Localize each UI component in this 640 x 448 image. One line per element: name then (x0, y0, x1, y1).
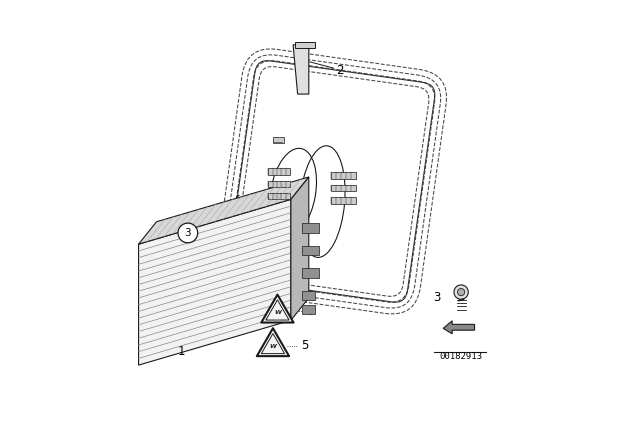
Bar (332, 197, 356, 204)
Text: 5: 5 (301, 339, 308, 353)
Bar (302, 223, 319, 233)
Text: 4: 4 (305, 305, 312, 318)
Polygon shape (261, 295, 294, 323)
Bar (302, 268, 319, 278)
Bar (273, 137, 284, 143)
Circle shape (454, 285, 468, 299)
Bar (302, 291, 315, 300)
Polygon shape (443, 321, 475, 334)
Text: 3: 3 (184, 228, 191, 238)
Circle shape (458, 289, 465, 296)
Circle shape (178, 223, 198, 243)
Polygon shape (139, 199, 291, 365)
Text: W: W (274, 310, 281, 315)
Text: 3: 3 (433, 291, 440, 305)
Bar (269, 193, 290, 199)
Bar (332, 185, 356, 191)
Polygon shape (139, 177, 309, 244)
Bar (302, 246, 319, 255)
Bar (296, 42, 315, 48)
Polygon shape (291, 177, 309, 320)
Polygon shape (257, 328, 289, 356)
Polygon shape (293, 45, 314, 94)
Text: 2: 2 (337, 64, 344, 78)
Text: 00182913: 00182913 (440, 352, 483, 361)
Bar (332, 172, 356, 179)
Bar (269, 168, 290, 175)
Bar (269, 181, 290, 187)
Bar (302, 305, 315, 314)
Text: 1: 1 (177, 345, 185, 358)
Text: W: W (269, 344, 276, 349)
